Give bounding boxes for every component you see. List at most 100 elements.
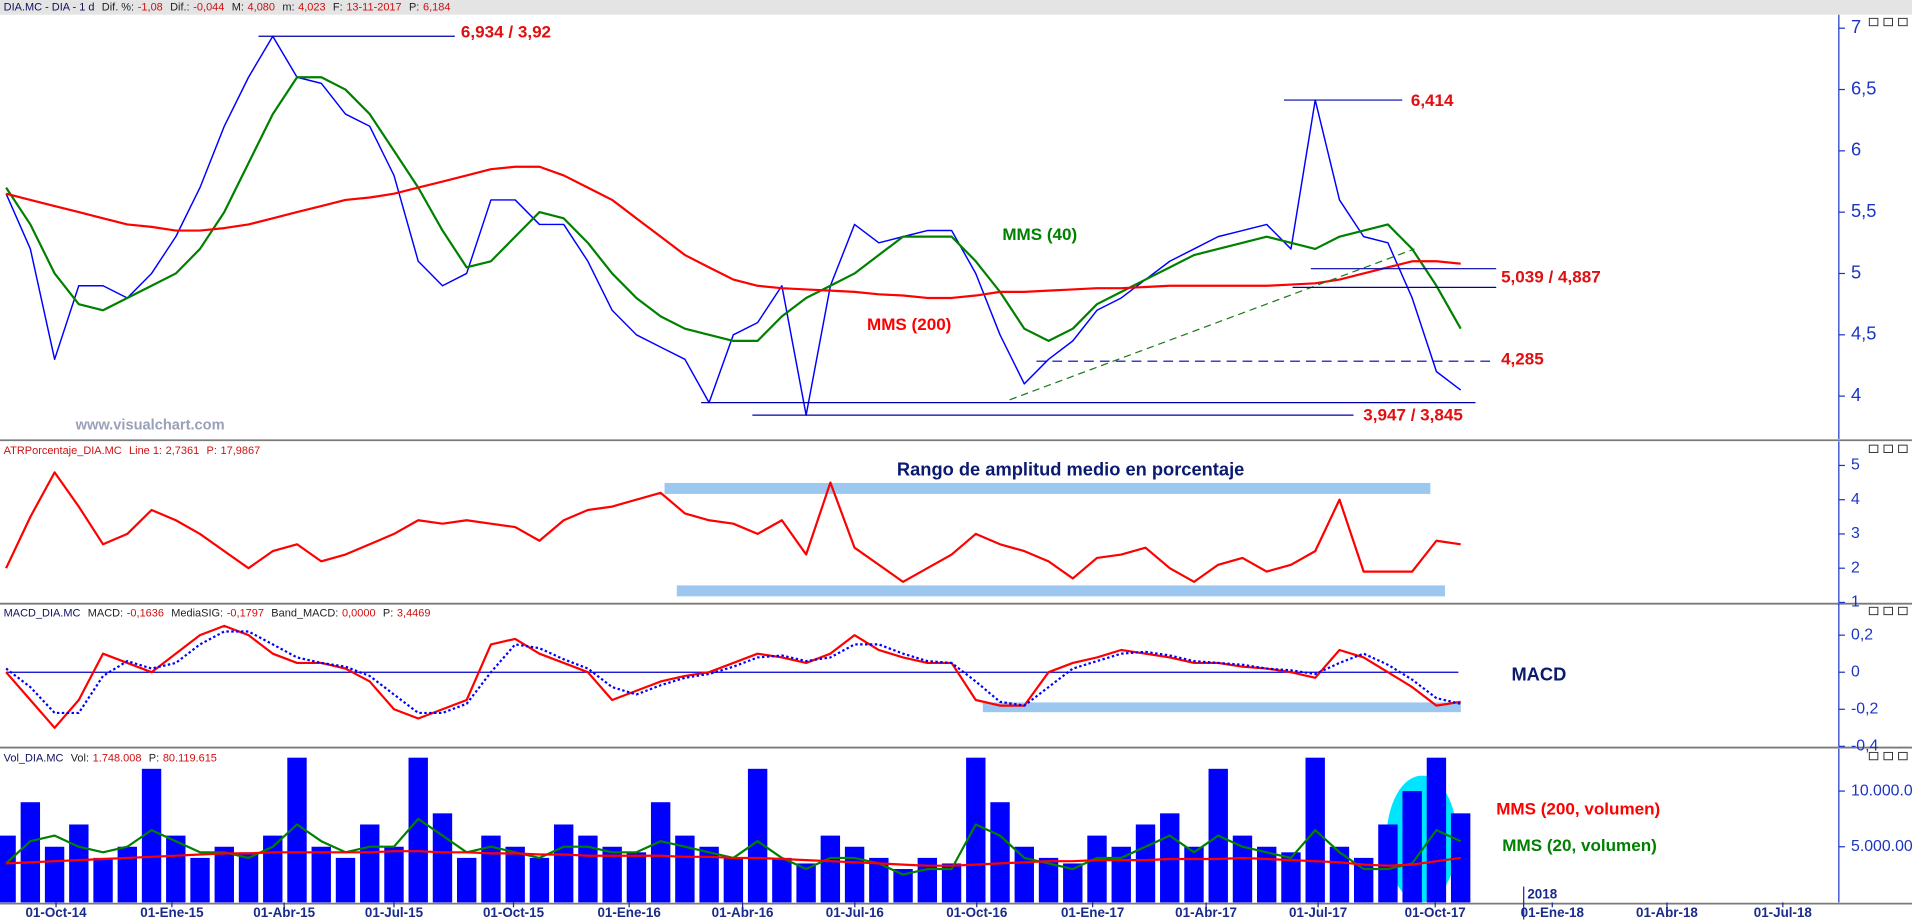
info-value: 17,9867 (221, 445, 261, 457)
y-tick-label: 5.000.000 (1851, 838, 1912, 855)
volume-bar (1135, 824, 1156, 903)
annotation: 4,285 (1501, 349, 1544, 368)
volume-bar (1063, 863, 1083, 903)
volume-bar (1232, 835, 1253, 903)
series-line (5, 35, 1462, 416)
window-button[interactable] (1898, 444, 1908, 453)
info-value: 4,080 (248, 1, 275, 13)
window-button[interactable] (1868, 751, 1879, 761)
volume-bar (190, 857, 210, 903)
info-value: -0,044 (193, 1, 224, 13)
volume-bar (0, 835, 16, 903)
volume-bar (796, 863, 816, 903)
y-tick-label: 7 (1851, 16, 1861, 37)
x-tick-label: 01-Oct-14 (25, 905, 87, 920)
volume-bar (384, 846, 404, 903)
window-button[interactable] (1898, 17, 1908, 27)
y-tick-label: 3 (1851, 525, 1860, 542)
x-tick-label: 01-Jul-15 (365, 905, 424, 920)
panel-title-name: DIA.MC - DIA - 1 d (4, 1, 95, 13)
volume-bar (335, 857, 356, 903)
info-label: MACD: (88, 607, 123, 619)
info-value: 3,4469 (397, 607, 431, 619)
window-button[interactable] (1868, 606, 1879, 616)
info-label: P: (207, 445, 217, 457)
info-value: -1,08 (138, 1, 163, 13)
volume-bar (311, 846, 331, 903)
volume-bar (432, 813, 453, 903)
panel: MACD_DIA.MC MACD: -0,1636 MediaSIG: -0,1797 B… (0, 603, 1912, 755)
y-tick-label: 4 (1851, 491, 1860, 508)
y-tick-label: 5,5 (1851, 200, 1876, 221)
annotation: MACD (1511, 663, 1566, 684)
info-label: m: (282, 1, 294, 13)
y-tick-label: 1 (1851, 594, 1860, 611)
x-tick-label: 01-Oct-15 (483, 905, 545, 920)
series-label: MMS (200) (867, 315, 951, 334)
volume-bar (238, 852, 259, 903)
volume-bar (1087, 835, 1107, 903)
volume-bar (844, 846, 865, 903)
volume-bar (1014, 846, 1034, 903)
window-button[interactable] (1898, 606, 1908, 616)
info-label: Band_MACD: (271, 607, 338, 619)
y-tick-label: 0 (1851, 663, 1860, 680)
highlight-band (676, 585, 1445, 597)
volume-bar (457, 857, 477, 903)
annotation: 6,934 / 3,92 (461, 23, 551, 42)
volume-bar (699, 846, 719, 903)
y-tick-label: 6,5 (1851, 77, 1876, 98)
window-button[interactable] (1883, 17, 1893, 27)
watermark: www.visualchart.com (75, 417, 225, 433)
panel-title: MACD_DIA.MC MACD: -0,1636 MediaSIG: -0,1797 B… (4, 607, 431, 619)
window-button[interactable] (1883, 751, 1893, 761)
volume-bar (505, 846, 525, 903)
info-label: Dif. %: (102, 1, 134, 13)
volume-bar (747, 768, 768, 903)
volume-bar (141, 768, 162, 903)
y-tick-label: 4 (1851, 384, 1861, 405)
x-tick-label: 01-Ene-18 (1521, 905, 1585, 920)
volume-bar (20, 802, 41, 903)
volume-bar (650, 802, 671, 903)
year-mark-label: 2018 (1527, 887, 1557, 902)
window-button[interactable] (1898, 751, 1908, 761)
x-tick-label: 01-Oct-16 (946, 905, 1007, 920)
volume-bar (1160, 813, 1180, 903)
window-button[interactable] (1883, 606, 1893, 616)
window-button[interactable] (1868, 17, 1879, 27)
annotation: 5,039 / 4,887 (1501, 268, 1601, 287)
volume-bar (626, 852, 647, 903)
volume-bar (820, 835, 841, 903)
panel-title: ATRPorcentaje_DIA.MC Line 1: 2,7361 P: 17,98… (4, 445, 261, 457)
y-tick-label: -0,4 (1851, 738, 1878, 755)
y-tick-label: -0,2 (1851, 700, 1878, 717)
info-label: P: (383, 607, 393, 619)
series-line (5, 471, 1461, 583)
volume-bar (529, 857, 550, 903)
y-tick-label: 2 (1851, 559, 1860, 576)
panel-title-name: MACD_DIA.MC (4, 607, 81, 619)
info-label: M: (232, 1, 244, 13)
y-tick-label: 10.000.000 (1851, 782, 1912, 799)
window-button[interactable] (1883, 444, 1893, 453)
highlight-band (664, 482, 1431, 494)
volume-bar (1038, 857, 1059, 903)
annotation: 3,947 / 3,845 (1363, 405, 1463, 424)
volume-bar (408, 757, 428, 903)
panel: Vol_DIA.MC Vol: 1.748.008 P: 80.119.615 5.000… (0, 748, 1912, 920)
panel: DIA.MC - DIA - 1 d Dif. %: -1,08 Dif.: -0,04… (0, 1, 1912, 442)
panel-title-name: ATRPorcentaje_DIA.MC (4, 445, 122, 457)
y-tick-label: 6 (1851, 139, 1861, 160)
y-tick-label: 0,2 (1851, 626, 1873, 643)
highlight-band (982, 702, 1461, 713)
series-label: MMS (20, volumen) (1502, 836, 1657, 855)
volume-bar (553, 824, 574, 903)
info-label: P: (409, 1, 419, 13)
window-button[interactable] (1868, 444, 1879, 453)
x-tick-label: 01-Jul-16 (826, 905, 884, 920)
volume-bar (360, 824, 380, 903)
x-tick-label: 01-Ene-17 (1061, 905, 1124, 920)
info-value: 2,7361 (166, 445, 200, 457)
